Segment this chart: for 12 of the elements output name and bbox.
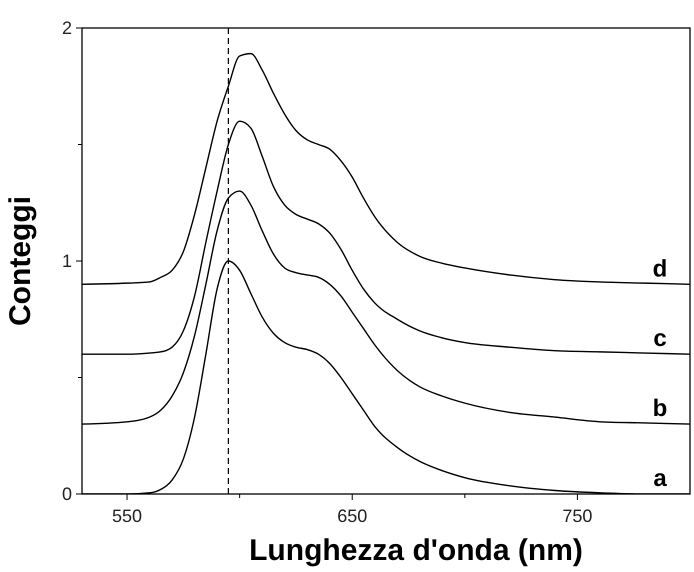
x-tick-label: 650 <box>337 506 368 526</box>
series-label: c <box>653 325 667 352</box>
y-tick-label: 2 <box>62 18 72 38</box>
series-label: a <box>653 465 668 492</box>
y-tick-label: 0 <box>62 484 72 504</box>
x-axis-title: Lunghezza d'onda (nm) <box>249 534 583 567</box>
x-tick-label: 750 <box>562 506 592 526</box>
series-label: d <box>652 255 668 282</box>
y-axis-title: Conteggi <box>4 196 37 326</box>
x-tick-label: 550 <box>112 506 142 526</box>
y-tick-label: 1 <box>62 251 72 271</box>
series-label: b <box>652 395 668 422</box>
